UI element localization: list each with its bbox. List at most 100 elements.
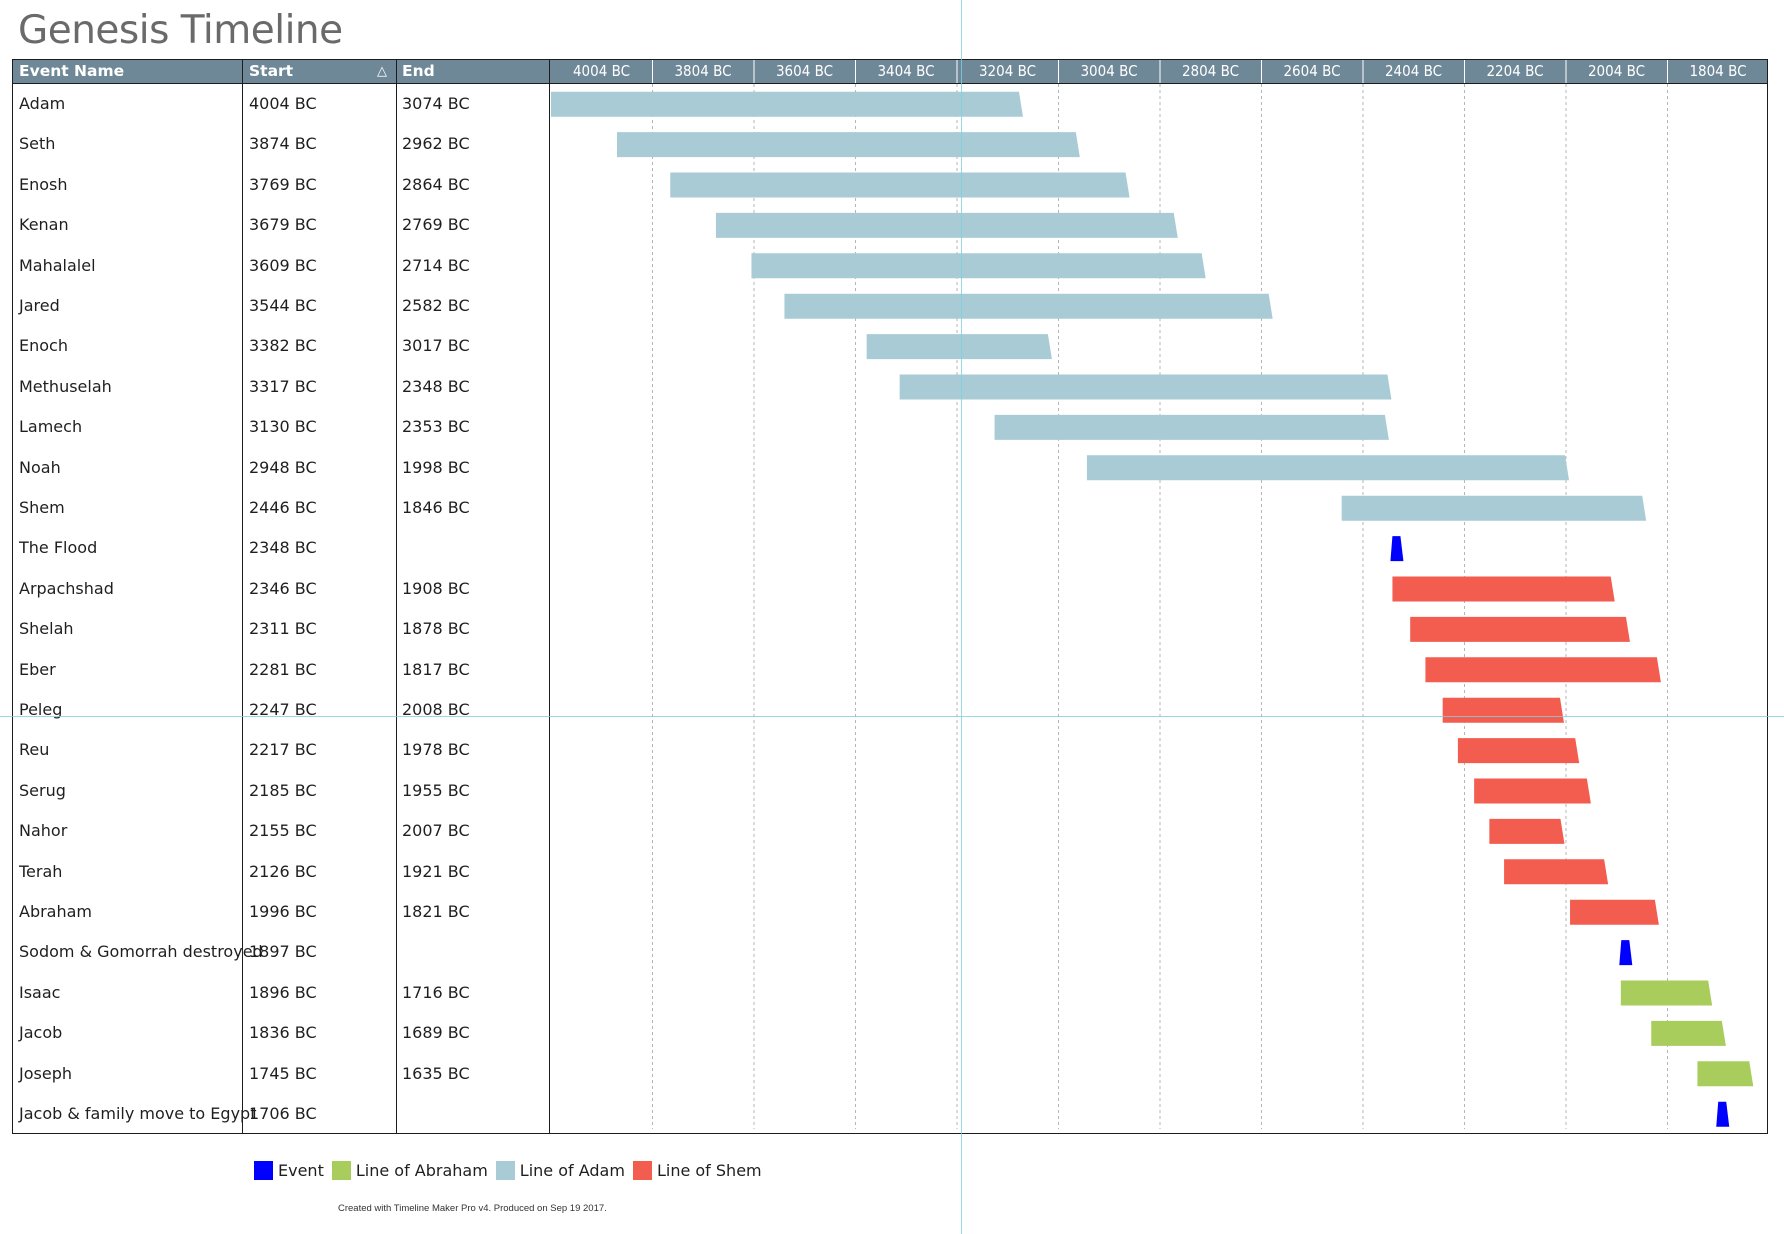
lifespan-bar[interactable] <box>551 91 1023 117</box>
lifespan-bar[interactable] <box>1651 1020 1726 1046</box>
event-name-cell[interactable]: Jared <box>19 296 60 315</box>
lifespan-bar[interactable] <box>1620 980 1713 1006</box>
lifespan-bar[interactable] <box>784 293 1273 319</box>
event-name-cell[interactable]: Shem <box>19 498 65 517</box>
event-name-cell[interactable]: Reu <box>19 740 50 760</box>
event-name-cell[interactable]: Abraham <box>19 902 93 921</box>
start-date-cell[interactable]: 2126 BC <box>249 861 317 881</box>
end-date-cell[interactable]: 2348 BC <box>402 376 470 396</box>
lifespan-bar[interactable] <box>715 212 1178 238</box>
end-date-cell[interactable]: 1821 BC <box>402 902 470 921</box>
lifespan-bar[interactable] <box>1425 657 1661 683</box>
start-date-cell[interactable]: 2346 BC <box>249 578 317 598</box>
end-date-cell[interactable]: 1846 BC <box>402 498 470 517</box>
lifespan-bar[interactable] <box>866 334 1052 360</box>
end-date-cell[interactable]: 2353 BC <box>402 417 470 437</box>
column-header-start[interactable]: Start <box>249 62 294 80</box>
column-divider[interactable] <box>396 59 397 1134</box>
event-marker[interactable] <box>1619 940 1633 966</box>
lifespan-bar[interactable] <box>1474 778 1591 804</box>
end-date-cell[interactable]: 1998 BC <box>402 457 470 477</box>
end-date-cell[interactable]: 2864 BC <box>402 174 470 194</box>
lifespan-bar[interactable] <box>1570 899 1659 925</box>
event-name-cell[interactable]: The Flood <box>19 538 98 558</box>
lifespan-bar[interactable] <box>670 172 1130 198</box>
lifespan-bar[interactable] <box>1086 455 1570 481</box>
start-date-cell[interactable]: 4004 BC <box>249 94 317 113</box>
start-date-cell[interactable]: 2281 BC <box>249 659 317 679</box>
lifespan-bar[interactable] <box>1697 1061 1754 1087</box>
column-header-event-name[interactable]: Event Name <box>19 62 125 80</box>
column-header-end[interactable]: End <box>402 62 435 80</box>
end-date-cell[interactable]: 1955 BC <box>402 780 470 800</box>
event-name-cell[interactable]: Noah <box>19 457 61 477</box>
start-date-cell[interactable]: 3544 BC <box>249 296 317 315</box>
start-date-cell[interactable]: 3130 BC <box>249 417 317 437</box>
event-name-cell[interactable]: Kenan <box>19 215 69 235</box>
event-name-cell[interactable]: Jacob & family move to Egypt <box>19 1104 257 1123</box>
end-date-cell[interactable]: 1921 BC <box>402 861 470 881</box>
start-date-cell[interactable]: 1706 BC <box>249 1104 317 1123</box>
start-date-cell[interactable]: 2446 BC <box>249 498 317 517</box>
lifespan-bar[interactable] <box>1410 616 1630 642</box>
start-date-cell[interactable]: 1897 BC <box>249 942 317 962</box>
event-name-cell[interactable]: Mahalalel <box>19 255 96 275</box>
event-name-cell[interactable]: Jacob <box>19 1023 63 1043</box>
lifespan-bar[interactable] <box>616 132 1080 158</box>
start-date-cell[interactable]: 2247 BC <box>249 700 317 719</box>
end-date-cell[interactable]: 2582 BC <box>402 296 470 315</box>
start-date-cell[interactable]: 1996 BC <box>249 902 317 921</box>
end-date-cell[interactable]: 2769 BC <box>402 215 470 235</box>
start-date-cell[interactable]: 3382 BC <box>249 336 317 356</box>
event-name-cell[interactable]: Terah <box>19 861 63 881</box>
end-date-cell[interactable]: 1817 BC <box>402 659 470 679</box>
start-date-cell[interactable]: 2155 BC <box>249 821 317 841</box>
lifespan-bar[interactable] <box>1457 738 1580 764</box>
end-date-cell[interactable]: 3074 BC <box>402 94 470 113</box>
event-name-cell[interactable]: Joseph <box>19 1063 72 1083</box>
event-name-cell[interactable]: Enosh <box>19 174 68 194</box>
end-date-cell[interactable]: 2007 BC <box>402 821 470 841</box>
start-date-cell[interactable]: 3609 BC <box>249 255 317 275</box>
start-date-cell[interactable]: 2311 BC <box>249 619 317 639</box>
event-marker[interactable] <box>1390 536 1404 562</box>
event-name-cell[interactable]: Lamech <box>19 417 83 437</box>
lifespan-bar[interactable] <box>1489 818 1565 844</box>
lifespan-bar[interactable] <box>1442 697 1564 723</box>
event-name-cell[interactable]: Isaac <box>19 982 61 1002</box>
event-name-cell[interactable]: Peleg <box>19 700 63 719</box>
event-name-cell[interactable]: Enoch <box>19 336 68 356</box>
end-date-cell[interactable]: 1878 BC <box>402 619 470 639</box>
start-date-cell[interactable]: 2948 BC <box>249 457 317 477</box>
start-date-cell[interactable]: 3679 BC <box>249 215 317 235</box>
lifespan-bar[interactable] <box>899 374 1392 400</box>
end-date-cell[interactable]: 3017 BC <box>402 336 470 356</box>
lifespan-bar[interactable] <box>994 414 1389 440</box>
event-name-cell[interactable]: Methuselah <box>19 376 112 396</box>
sort-ascending-icon[interactable]: △ <box>377 64 387 79</box>
start-date-cell[interactable]: 2217 BC <box>249 740 317 760</box>
end-date-cell[interactable]: 2008 BC <box>402 700 470 719</box>
lifespan-bar[interactable] <box>1504 859 1609 885</box>
event-name-cell[interactable]: Nahor <box>19 821 68 841</box>
event-name-cell[interactable]: Serug <box>19 780 66 800</box>
event-name-cell[interactable]: Sodom & Gomorrah destroyed <box>19 942 263 962</box>
end-date-cell[interactable]: 1716 BC <box>402 982 470 1002</box>
start-date-cell[interactable]: 1745 BC <box>249 1063 317 1083</box>
lifespan-bar[interactable] <box>751 253 1206 279</box>
start-date-cell[interactable]: 3769 BC <box>249 174 317 194</box>
event-name-cell[interactable]: Arpachshad <box>19 578 114 598</box>
event-name-cell[interactable]: Seth <box>19 134 56 154</box>
start-date-cell[interactable]: 1836 BC <box>249 1023 317 1043</box>
column-divider[interactable] <box>549 59 550 1134</box>
column-divider[interactable] <box>242 59 243 1134</box>
end-date-cell[interactable]: 2962 BC <box>402 134 470 154</box>
end-date-cell[interactable]: 1689 BC <box>402 1023 470 1043</box>
end-date-cell[interactable]: 1978 BC <box>402 740 470 760</box>
start-date-cell[interactable]: 3317 BC <box>249 376 317 396</box>
lifespan-bar[interactable] <box>1392 576 1615 602</box>
start-date-cell[interactable]: 2348 BC <box>249 538 317 558</box>
event-name-cell[interactable]: Adam <box>19 94 66 113</box>
start-date-cell[interactable]: 1896 BC <box>249 982 317 1002</box>
lifespan-bar[interactable] <box>1341 495 1647 521</box>
